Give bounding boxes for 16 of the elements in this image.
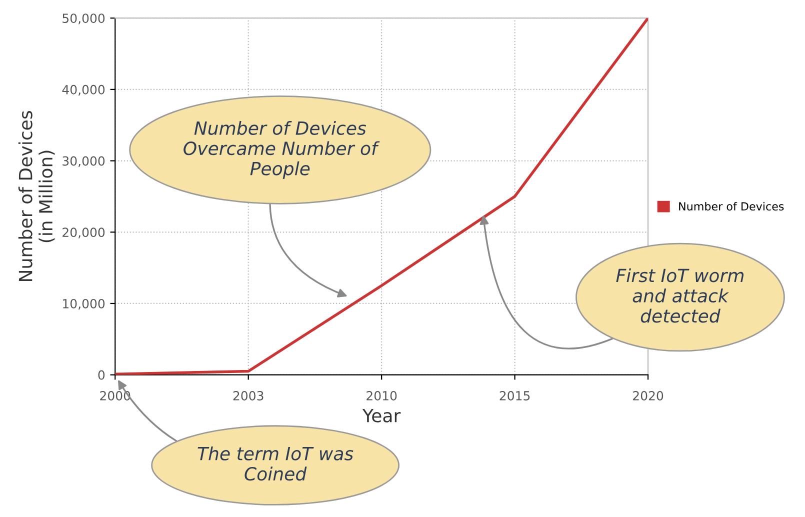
annotation: First IoT worm and attack detected [616,268,744,323]
y-axis-title: Number of Devices (in Million) [18,111,55,281]
y-tick-label: 20,000 [62,228,105,238]
y-tick-label: 50,000 [62,14,105,24]
y-tick-label: 10,000 [63,298,105,310]
x-tick-label: 2020 [633,391,664,400]
annotation: Number of Devices Overcame Number of People [184,120,380,179]
y-tick-label: 30,000 [62,156,105,167]
y-tick-label: 40,000 [62,84,105,96]
annotation: The term IoT was Coined [198,446,354,481]
x-tick-label: 2010 [366,391,397,400]
legend-label: Number of Devices [679,202,784,211]
x-axis-title: Year [362,409,401,422]
x-tick-label: 2015 [500,391,530,400]
y-tick-label: 0 [98,370,105,380]
x-tick-label: 2003 [233,391,264,400]
